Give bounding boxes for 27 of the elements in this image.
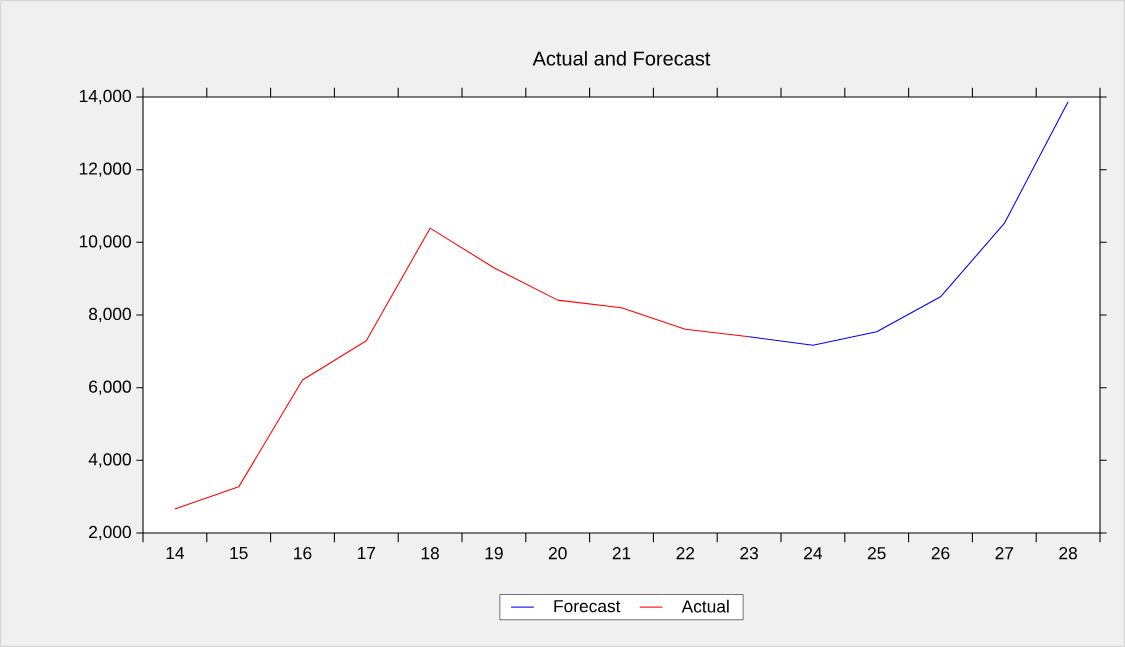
x-tick-label: 22: [676, 547, 695, 560]
legend-label: Actual: [681, 599, 729, 613]
y-tick-label: 4,000: [88, 453, 131, 468]
x-tick-label: 23: [740, 547, 758, 560]
x-tick-label: 25: [867, 547, 886, 560]
y-tick-label: 14,000: [79, 89, 131, 105]
y-tick-label: 8,000: [89, 307, 131, 323]
x-tick-label: 15: [230, 547, 248, 560]
x-tick-label: 17: [357, 547, 376, 559]
x-tick-label: 16: [294, 547, 312, 560]
x-tick-label: 19: [485, 547, 503, 560]
y-tick-label: 12,000: [79, 162, 131, 177]
x-tick-label: 24: [804, 547, 823, 560]
y-tick-label: 10,000: [79, 235, 131, 250]
legend-label: Forecast: [554, 600, 621, 613]
x-tick-label: 27: [995, 547, 1014, 560]
x-tick-label: 21: [612, 547, 631, 560]
chart-title: Actual and Forecast: [532, 50, 711, 66]
x-tick-label: 28: [1059, 547, 1077, 560]
x-tick-label: 18: [421, 547, 439, 560]
x-tick-label: 14: [166, 547, 185, 559]
y-tick-label: 2,000: [89, 525, 131, 541]
x-tick-label: 26: [931, 547, 950, 560]
y-tick-label: 6,000: [89, 380, 131, 395]
line-series: [748, 101, 1069, 346]
x-tick-label: 20: [548, 547, 567, 560]
line-series: [174, 227, 750, 510]
